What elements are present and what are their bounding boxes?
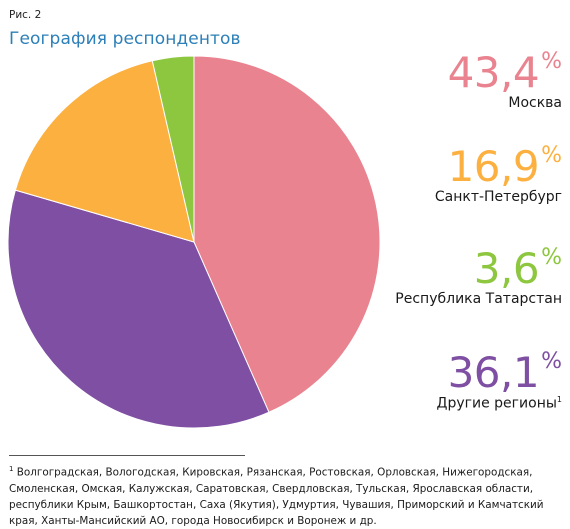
footnote-text: Волгоградская, Вологодская, Кировская, Р… (9, 466, 544, 528)
footnote-mark: 1 (9, 465, 14, 473)
legend-label-spb: Санкт-Петербург (434, 189, 562, 205)
legend-number-other: 36,1 (447, 348, 540, 397)
legend-value-spb: 16,9% (435, 143, 562, 188)
legend-number-spb: 16,9 (447, 142, 540, 191)
pie-slice-spb (14, 60, 195, 243)
legend-item-other: 36,1% Другие регионы1 (437, 349, 562, 412)
legend-value-tatarstan: 3,6% (395, 245, 562, 290)
legend-value-other: 36,1% (437, 349, 562, 394)
pie-slice-other (7, 189, 270, 429)
pie-slice-tatarstan (151, 55, 195, 243)
legend-item-moscow: 43,4% Москва (448, 49, 562, 112)
legend-number-tatarstan: 3,6 (473, 244, 540, 293)
footnote-divider (9, 455, 245, 456)
pie-slice-moscow (193, 55, 381, 413)
chart-title: География респондентов (9, 29, 241, 49)
legend-label-moscow: Москва (508, 95, 562, 111)
legend-number-moscow: 43,4 (447, 48, 540, 97)
percent-sign: % (541, 245, 562, 270)
footnote-mark: 1 (556, 395, 562, 404)
legend-label-tatarstan: Республика Татарстан (395, 291, 562, 307)
legend-item-tatarstan: 3,6% Республика Татарстан (395, 245, 562, 308)
figure-label: Рис. 2 (9, 9, 42, 21)
percent-sign: % (541, 143, 562, 168)
legend-label-other: Другие регионы1 (437, 395, 562, 412)
legend-item-spb: 16,9% Санкт-Петербург (434, 143, 562, 206)
footnote: 1 Волгоградская, Вологодская, Кировская,… (9, 461, 565, 529)
legend-value-moscow: 43,4% (448, 49, 562, 94)
legend-label-other-text: Другие регионы (436, 395, 557, 412)
pie-chart (7, 55, 381, 429)
percent-sign: % (541, 49, 562, 74)
percent-sign: % (541, 349, 562, 374)
